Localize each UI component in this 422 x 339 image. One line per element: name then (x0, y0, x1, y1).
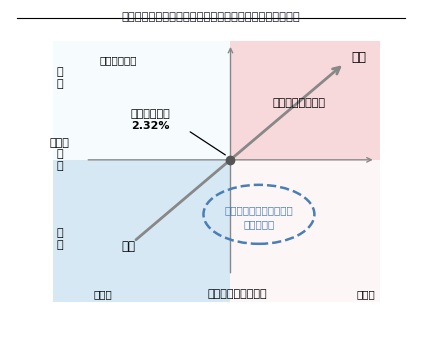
Text: 低
い: 低 い (57, 228, 63, 250)
Bar (53, 41, 230, 160)
Text: （イメージ）: （イメージ） (100, 55, 137, 65)
Text: 悲観的: 悲観的 (93, 289, 112, 299)
Text: 市場環境（見通し）: 市場環境（見通し） (208, 289, 268, 299)
Text: 高い: 高い (351, 51, 366, 64)
Text: 適切な目標利回り: 適切な目標利回り (272, 98, 325, 108)
Text: 退職後世帯: 退職後世帯 (243, 220, 275, 230)
Bar (230, 41, 380, 160)
Text: 低い: 低い (121, 240, 135, 253)
Text: 高
い: 高 い (57, 67, 63, 89)
Text: 充分な資産を保有しない: 充分な資産を保有しない (225, 205, 293, 215)
Bar (230, 160, 380, 302)
Text: 楽観的: 楽観的 (356, 289, 375, 299)
Bar (53, 160, 230, 302)
Text: リスク
耐
性: リスク 耐 性 (50, 138, 70, 171)
Text: 平均予定利率
2.32%: 平均予定利率 2.32% (131, 109, 171, 131)
Text: 図表２：市場環境、リスク耐性と適切な目標利回りの関係: 図表２：市場環境、リスク耐性と適切な目標利回りの関係 (122, 12, 300, 22)
